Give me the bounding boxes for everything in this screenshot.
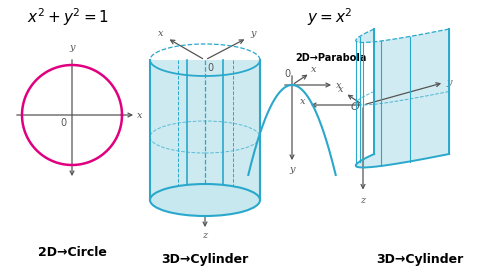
Text: 0: 0 bbox=[207, 63, 213, 73]
Text: $y = x^2$: $y = x^2$ bbox=[307, 6, 353, 28]
Text: 0: 0 bbox=[60, 118, 66, 128]
Text: y: y bbox=[250, 29, 256, 39]
Text: x: x bbox=[338, 86, 344, 94]
Text: x: x bbox=[336, 80, 342, 89]
Text: 2D→Circle: 2D→Circle bbox=[37, 245, 107, 258]
Text: x: x bbox=[158, 29, 164, 39]
Text: x: x bbox=[311, 66, 317, 75]
Text: $x^2 + y^2 = 1$: $x^2 + y^2 = 1$ bbox=[27, 6, 109, 28]
Text: 2D→Parabola: 2D→Parabola bbox=[295, 53, 366, 63]
Text: 3D→Cylinder: 3D→Cylinder bbox=[376, 254, 464, 266]
Text: y: y bbox=[446, 78, 452, 87]
Text: 3D→Cylinder: 3D→Cylinder bbox=[161, 254, 249, 266]
Text: 0: 0 bbox=[284, 69, 290, 79]
Text: O: O bbox=[350, 102, 360, 112]
Text: z: z bbox=[360, 196, 366, 205]
Text: x: x bbox=[300, 97, 306, 106]
Text: y: y bbox=[69, 42, 75, 52]
Text: y: y bbox=[289, 166, 295, 174]
Text: x: x bbox=[137, 110, 143, 120]
Polygon shape bbox=[356, 29, 449, 167]
Polygon shape bbox=[150, 60, 260, 200]
Text: z: z bbox=[203, 231, 207, 239]
Ellipse shape bbox=[150, 184, 260, 216]
